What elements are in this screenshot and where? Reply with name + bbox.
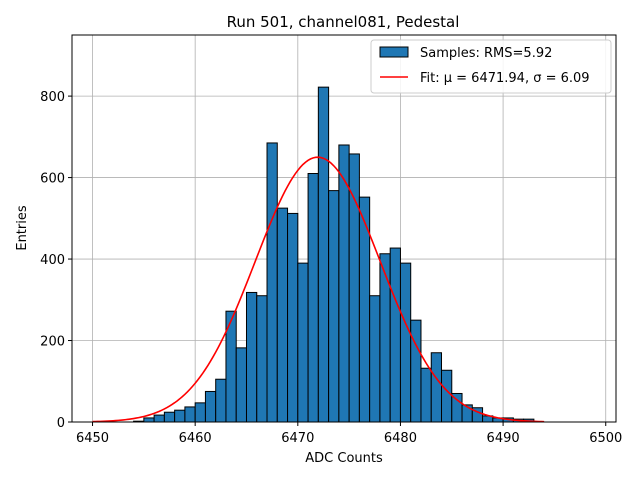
x-tick-label: 6500: [589, 431, 622, 446]
histogram-bars: [133, 86, 535, 423]
histogram-bar: [297, 262, 309, 423]
y-tick-label: 0: [57, 416, 65, 431]
y-axis: 0 200 400 600 800: [40, 90, 72, 431]
legend-histogram-swatch: [379, 46, 409, 58]
y-tick-label: 400: [40, 253, 65, 268]
x-axis: 6450 6460 6470 6480 6490 6500: [76, 422, 622, 446]
histogram-bar: [194, 402, 206, 423]
chart-title: Run 501, channel081, Pedestal: [227, 13, 460, 31]
histogram-bar: [420, 367, 432, 423]
histogram-bar: [174, 409, 186, 423]
histogram-bar: [163, 411, 176, 423]
histogram-bar: [276, 207, 289, 423]
histogram-bar: [143, 417, 155, 423]
histogram-bar: [441, 369, 453, 423]
histogram-bar: [410, 319, 422, 423]
histogram-bar: [153, 414, 165, 423]
x-tick-label: 6460: [179, 431, 212, 446]
histogram-bar: [235, 347, 247, 423]
x-axis-label: ADC Counts: [305, 451, 383, 466]
histogram-bar: [430, 352, 443, 423]
y-tick-label: 800: [40, 90, 65, 105]
histogram-bar: [328, 190, 340, 423]
histogram-bar: [215, 378, 227, 423]
histogram-bar: [266, 142, 278, 423]
histogram-bar: [369, 295, 381, 423]
y-axis-label: Entries: [15, 205, 30, 251]
legend-fit-label: Fit: μ = 6471.94, σ = 6.09: [420, 71, 590, 86]
legend-histogram-label: Samples: RMS=5.92: [420, 46, 552, 61]
histogram-bar: [399, 262, 412, 423]
x-tick-label: 6450: [76, 431, 109, 446]
histogram-bar: [245, 291, 258, 423]
histogram-bar: [307, 173, 319, 423]
plot-frame: [71, 34, 617, 423]
histogram-bar: [348, 153, 360, 423]
histogram-bar: [379, 253, 391, 423]
histogram-bar: [389, 247, 401, 423]
histogram-bar: [287, 212, 299, 423]
legend-box: [370, 39, 612, 94]
histogram-bar: [256, 295, 268, 423]
histogram-bar: [184, 406, 196, 423]
x-tick-label: 6490: [487, 431, 520, 446]
histogram-bar: [317, 86, 330, 423]
x-tick-label: 6480: [384, 431, 417, 446]
y-tick-label: 600: [40, 172, 65, 187]
histogram-bar: [204, 390, 217, 423]
x-tick-label: 6470: [281, 431, 314, 446]
legend: Samples: RMS=5.92 Fit: μ = 6471.94, σ = …: [370, 39, 612, 94]
y-tick-label: 200: [40, 335, 65, 350]
fit-curve: [92, 156, 545, 423]
